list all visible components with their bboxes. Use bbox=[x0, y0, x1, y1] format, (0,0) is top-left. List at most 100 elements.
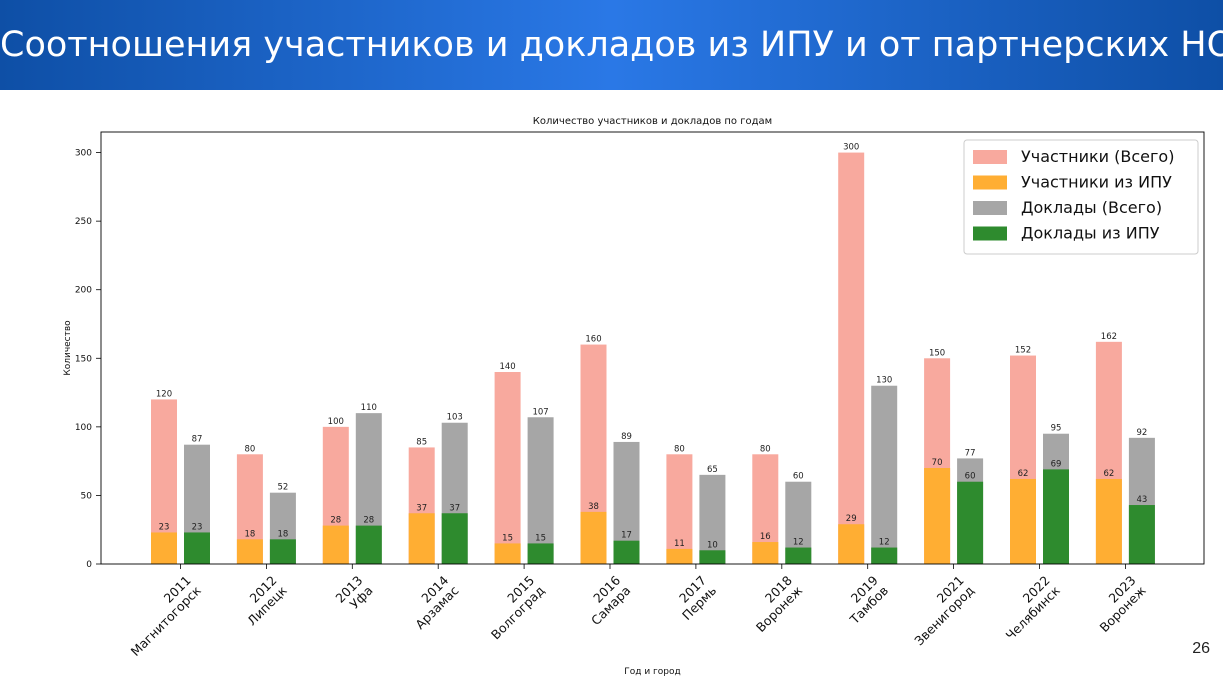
x-tick-label: 2012Липецк bbox=[234, 572, 290, 628]
data-label-participants-ipu: 62 bbox=[1018, 469, 1029, 479]
bar-participants-ipu bbox=[752, 542, 779, 564]
bar-chart: Количество участников и докладов по года… bbox=[63, 116, 1205, 677]
bar-reports-ipu bbox=[1043, 469, 1069, 564]
legend-box bbox=[963, 139, 1199, 255]
page-number: 26 bbox=[1192, 640, 1210, 657]
bar-participants-ipu bbox=[1010, 478, 1036, 564]
data-label-reports-total: 60 bbox=[793, 472, 804, 482]
legend-swatch bbox=[973, 175, 1007, 190]
bar-participants-total bbox=[666, 454, 693, 564]
x-tick-label: 2023Воронеж bbox=[1086, 573, 1148, 635]
y-tick-label: 150 bbox=[75, 354, 92, 364]
data-label-reports-ipu: 17 bbox=[621, 531, 632, 541]
bar-reports-ipu bbox=[527, 543, 554, 564]
data-label-participants-ipu: 29 bbox=[846, 514, 857, 524]
data-label-participants-ipu: 70 bbox=[932, 458, 943, 468]
x-tick-label: 2022Челябинск bbox=[992, 572, 1063, 643]
x-axis-label: Год и город bbox=[624, 667, 680, 677]
data-label-participants-total: 85 bbox=[416, 437, 427, 447]
y-tick-label: 250 bbox=[75, 217, 92, 227]
plot-frame bbox=[100, 131, 1205, 565]
legend-swatch bbox=[973, 226, 1007, 241]
x-tick-label: 2013Уфа bbox=[332, 573, 375, 616]
bar-reports-total bbox=[699, 474, 726, 564]
data-label-reports-ipu: 69 bbox=[1051, 459, 1062, 469]
data-label-participants-total: 300 bbox=[843, 143, 859, 153]
data-label-reports-ipu: 28 bbox=[363, 516, 374, 526]
bar-participants-ipu bbox=[494, 543, 521, 564]
data-label-reports-total: 95 bbox=[1051, 424, 1062, 434]
bar-reports-ipu bbox=[871, 547, 898, 564]
slide-title: Соотношения участников и докладов из ИПУ… bbox=[0, 25, 1223, 65]
legend-swatch bbox=[973, 201, 1007, 215]
data-label-reports-total: 77 bbox=[965, 448, 976, 458]
bar-reports-total bbox=[527, 417, 554, 564]
bar-reports-ipu bbox=[613, 540, 640, 564]
legend-label: Доклады (Всего) bbox=[1021, 198, 1162, 217]
data-label-reports-ipu: 12 bbox=[793, 538, 804, 548]
slide-header bbox=[0, 0, 1223, 90]
bar-participants-ipu bbox=[151, 532, 177, 564]
data-label-participants-ipu: 15 bbox=[502, 533, 513, 543]
data-label-participants-total: 120 bbox=[156, 389, 172, 399]
bar-reports-total bbox=[871, 385, 898, 564]
data-label-participants-ipu: 62 bbox=[1103, 469, 1114, 479]
bar-participants-ipu bbox=[1095, 478, 1122, 564]
x-tick-label: 2017Пермь bbox=[669, 573, 719, 623]
bar-participants-ipu bbox=[924, 468, 951, 564]
data-label-reports-total: 89 bbox=[621, 432, 632, 442]
data-label-reports-total: 107 bbox=[532, 407, 548, 417]
bar-participants-total bbox=[838, 152, 865, 565]
data-label-participants-ipu: 37 bbox=[416, 503, 427, 513]
legend-label: Участники (Всего) bbox=[1021, 147, 1174, 166]
data-label-reports-total: 103 bbox=[447, 413, 463, 423]
bar-reports-ipu bbox=[269, 539, 296, 564]
data-label-participants-ipu: 16 bbox=[760, 532, 771, 542]
data-label-participants-total: 100 bbox=[328, 417, 344, 427]
bar-participants-ipu bbox=[838, 524, 865, 564]
data-label-participants-total: 80 bbox=[674, 444, 685, 454]
data-label-participants-ipu: 28 bbox=[330, 516, 341, 526]
y-tick-label: 200 bbox=[75, 286, 92, 296]
legend-swatch bbox=[973, 150, 1007, 164]
bar-reports-ipu bbox=[699, 550, 726, 564]
data-label-reports-ipu: 15 bbox=[535, 533, 546, 543]
bar-reports-ipu bbox=[441, 513, 468, 564]
chart-title: Количество участников и докладов по года… bbox=[533, 116, 772, 127]
data-label-reports-ipu: 43 bbox=[1136, 495, 1147, 505]
data-label-participants-total: 160 bbox=[585, 335, 601, 345]
data-label-reports-total: 87 bbox=[192, 435, 203, 445]
y-axis-label: Количество bbox=[63, 320, 73, 376]
bar-reports-ipu bbox=[1128, 505, 1155, 564]
x-tick-label: 2011Магнитогорск bbox=[117, 572, 204, 659]
y-tick-label: 0 bbox=[86, 560, 92, 570]
y-tick-label: 300 bbox=[75, 149, 92, 159]
bar-participants-ipu bbox=[580, 511, 607, 564]
data-label-reports-ipu: 12 bbox=[879, 538, 890, 548]
data-label-reports-total: 130 bbox=[876, 376, 892, 386]
data-label-participants-total: 162 bbox=[1101, 332, 1117, 342]
x-tick-label: 2019Тамбов bbox=[836, 573, 891, 628]
data-label-participants-ipu: 11 bbox=[674, 539, 685, 549]
data-label-participants-total: 152 bbox=[1015, 346, 1031, 356]
bar-participants-ipu bbox=[408, 513, 435, 564]
bar-reports-ipu bbox=[785, 547, 812, 564]
x-tick-label: 2021Звенигород bbox=[901, 573, 977, 649]
bar-reports-ipu bbox=[184, 532, 210, 564]
x-tick-label: 2018Воронеж bbox=[743, 573, 805, 635]
bar-participants-total bbox=[494, 372, 521, 564]
x-tick-label: 2016Самара bbox=[578, 573, 634, 629]
data-label-participants-ipu: 23 bbox=[159, 522, 170, 532]
data-label-participants-total: 150 bbox=[929, 348, 945, 358]
data-label-reports-total: 92 bbox=[1136, 428, 1147, 438]
data-label-reports-ipu: 60 bbox=[965, 472, 976, 482]
y-tick-label: 50 bbox=[81, 491, 93, 501]
data-label-participants-ipu: 38 bbox=[588, 502, 599, 512]
legend-label: Доклады из ИПУ bbox=[1021, 224, 1160, 243]
data-label-participants-total: 80 bbox=[244, 444, 255, 454]
bar-reports-ipu bbox=[957, 481, 984, 564]
data-label-reports-total: 65 bbox=[707, 465, 718, 475]
data-label-participants-ipu: 18 bbox=[244, 529, 255, 539]
bar-participants-ipu bbox=[666, 548, 693, 564]
y-tick-label: 100 bbox=[75, 423, 92, 433]
